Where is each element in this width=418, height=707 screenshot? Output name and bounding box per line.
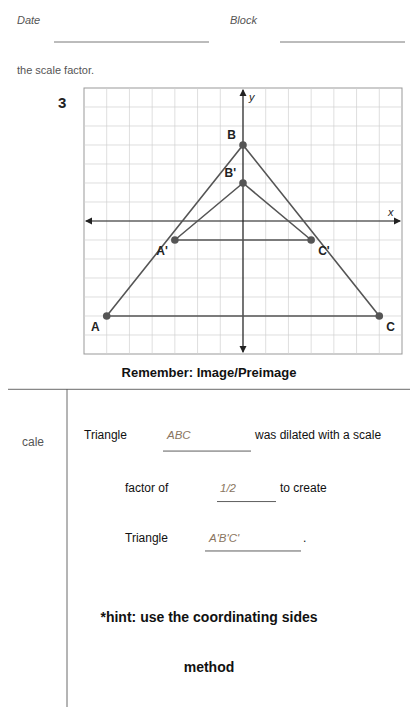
answer-text: 1/2 <box>220 482 237 494</box>
date-underline <box>54 42 209 43</box>
sentence-text: was dilated with a scale <box>254 428 381 442</box>
sentence-text: to create <box>280 481 327 495</box>
vertex-label: B <box>227 128 236 142</box>
answer-underline <box>217 501 276 502</box>
answer-underline <box>205 550 301 551</box>
y-axis-arrow <box>240 346 247 353</box>
point-labels: A B C A' B' C' <box>91 128 395 334</box>
y-axis-label: y <box>248 91 256 103</box>
vertex-point <box>239 141 247 149</box>
hint-text: method <box>184 659 235 675</box>
answer-underline <box>163 451 251 452</box>
triangle <box>175 183 311 240</box>
problem-number: 3 <box>58 94 66 111</box>
y-axis <box>242 90 243 352</box>
scale-factor-note: the scale factor. <box>17 64 94 76</box>
x-axis-label: x <box>387 206 394 218</box>
vertex-label: A' <box>156 244 168 258</box>
vertex-point <box>375 312 383 320</box>
block-label: Block <box>230 14 257 26</box>
vertex-label: B' <box>224 166 236 180</box>
header-rule <box>8 389 410 390</box>
vertex-point <box>307 236 315 244</box>
plot-area <box>103 141 383 320</box>
sentence-text: factor of <box>125 481 169 495</box>
sentence-text: Triangle <box>125 531 168 545</box>
y-axis-arrow <box>240 89 247 96</box>
vertex-label: C <box>386 320 395 334</box>
answer-text: ABC <box>166 429 191 441</box>
hint-text: *hint: use the coordinating sides <box>100 609 317 625</box>
vertex-label: C' <box>318 244 330 258</box>
vertex-label: A <box>91 320 100 334</box>
block-underline <box>280 42 405 43</box>
x-axis-arrow <box>85 218 92 225</box>
sentence-text: . <box>303 531 306 545</box>
vertex-point <box>103 312 111 320</box>
sentence-text: Triangle <box>84 428 127 442</box>
left-column-text: cale <box>22 435 44 449</box>
remember-header: Remember: Image/Preimage <box>122 365 297 380</box>
answer-text: A'B'C' <box>208 532 240 544</box>
grid-line-x <box>243 88 244 354</box>
date-label: Date <box>17 14 40 26</box>
vertex-point <box>239 179 247 187</box>
x-axis-arrow <box>394 218 401 225</box>
vertex-point <box>171 236 179 244</box>
plot-frame <box>84 88 402 354</box>
triangle <box>107 145 380 316</box>
worksheet: DateBlockthe scale factor.3xyABCA'B'C'Re… <box>0 0 418 707</box>
column-divider <box>67 389 68 707</box>
